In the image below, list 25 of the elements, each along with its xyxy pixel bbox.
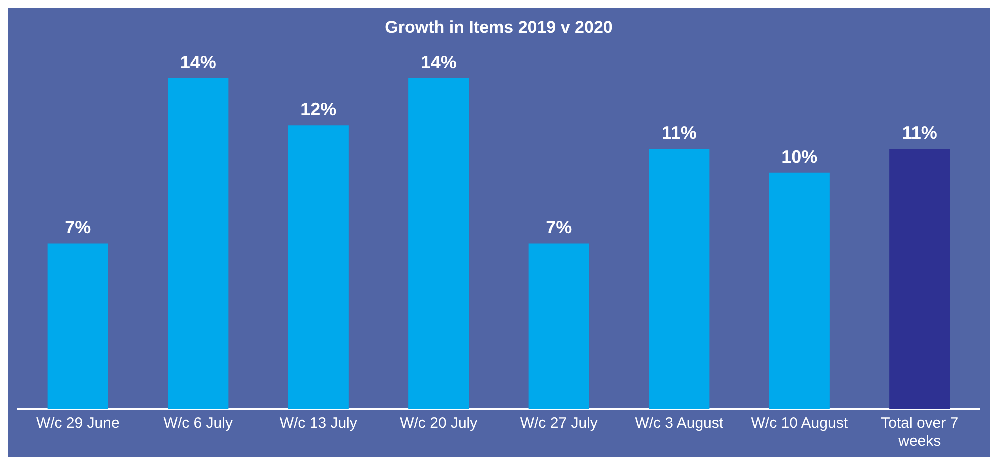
bar — [649, 149, 710, 409]
bar — [48, 244, 108, 409]
data-label: 12% — [300, 100, 337, 120]
data-label: 14% — [420, 52, 457, 72]
x-tick-label: W/c 20 July — [400, 415, 478, 432]
bar — [408, 78, 470, 409]
x-tick-label: W/c 13 July — [280, 415, 358, 432]
x-tick-label: W/c 10 August — [751, 415, 849, 432]
data-label: 7% — [65, 218, 92, 238]
data-label: 7% — [546, 218, 572, 238]
data-label: 11% — [662, 123, 697, 144]
bar — [168, 78, 229, 409]
x-tick-label: W/c 27 July — [520, 415, 598, 432]
bar — [288, 126, 349, 409]
x-tick-label: W/c 6 July — [164, 415, 234, 432]
bar — [769, 172, 830, 409]
data-label: 11% — [902, 123, 938, 144]
x-tick-label: W/c 29 June — [36, 415, 120, 432]
bar — [528, 244, 590, 409]
data-label: 14% — [180, 52, 216, 72]
data-label: 10% — [782, 146, 818, 167]
bar — [890, 149, 950, 409]
x-tick-label: Total over 7 weeks — [881, 415, 959, 450]
x-tick-label: W/c 3 August — [635, 415, 724, 432]
chart-title: Growth in Items 2019 v 2020 — [385, 18, 613, 37]
